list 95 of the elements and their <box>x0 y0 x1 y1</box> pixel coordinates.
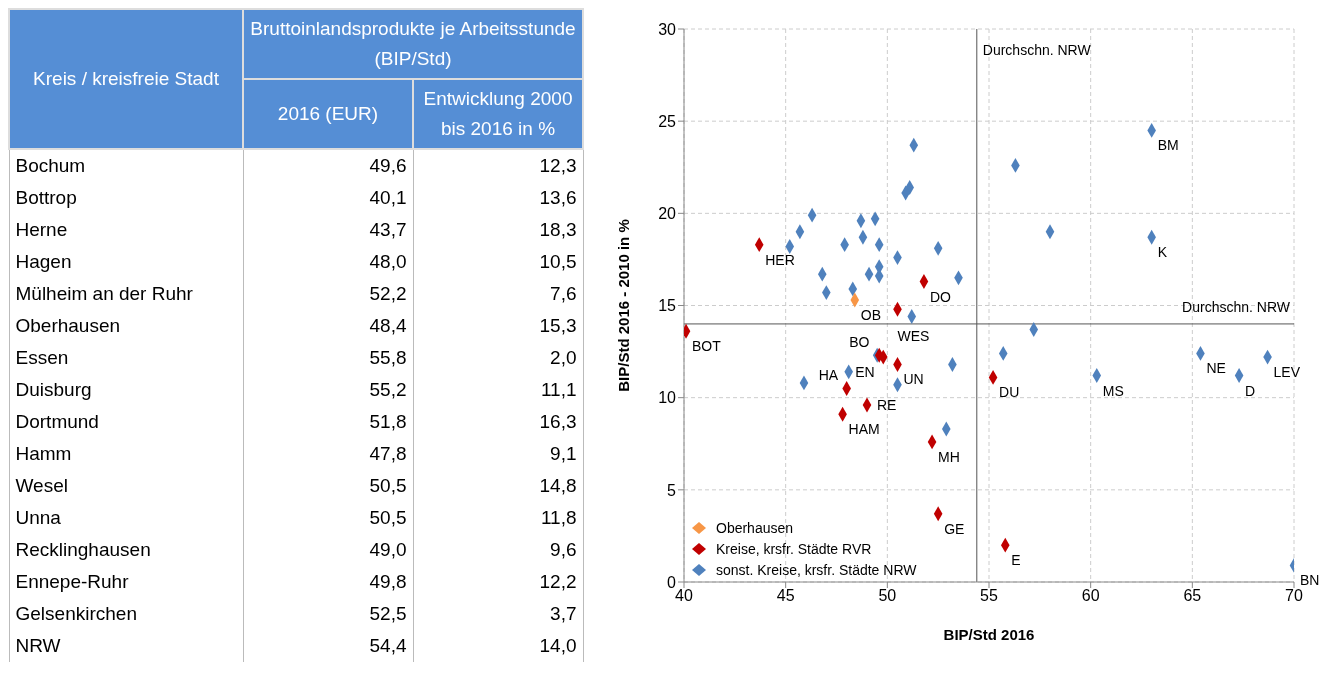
y-tick-label: 15 <box>658 297 677 315</box>
annotation: D <box>1245 382 1256 399</box>
y-tick-label: 20 <box>658 205 677 223</box>
y-tick-label: 5 <box>667 481 677 499</box>
category-label: Dortmund <box>9 406 243 438</box>
legend-label: sonst. Kreise, krsfr. Städte NRW <box>716 561 917 578</box>
annotation: E <box>1011 552 1021 569</box>
annotation: WES <box>897 328 930 345</box>
data-label: 2,0 <box>413 342 583 374</box>
data-label: 49,8 <box>243 566 413 598</box>
data-label: 54,4 <box>243 630 413 662</box>
category-label: Gelsenkirchen <box>9 598 243 630</box>
data-label: 52,2 <box>243 278 413 310</box>
data-label: 49,0 <box>243 534 413 566</box>
data-label: 11,8 <box>413 502 583 534</box>
legend-title: Bruttoinlandsprodukte je Arbeitsstunde (BIP/Std) <box>243 9 583 79</box>
y-tick-label: 25 <box>658 112 677 130</box>
x-tick-label: 40 <box>675 587 693 605</box>
category-label: Wesel <box>9 470 243 502</box>
category-label: Bottrop <box>9 182 243 214</box>
y-tick-label: 0 <box>667 573 677 591</box>
data-label: 40,1 <box>243 182 413 214</box>
annotation: MH <box>938 448 960 465</box>
data-label: 52,5 <box>243 598 413 630</box>
data-label: 15,3 <box>413 310 583 342</box>
annotation: GE <box>944 520 965 537</box>
data-label: 16,3 <box>413 406 583 438</box>
annotation: OB <box>860 306 882 323</box>
data-label: 48,4 <box>243 310 413 342</box>
x-tick-label: 50 <box>878 587 897 605</box>
ref-line-label: Durchschn. NRW <box>982 42 1092 58</box>
text: Entwicklung 2000 bis 2016 in % <box>413 79 583 149</box>
category-label: Oberhausen <box>9 310 243 342</box>
data-label: 10,5 <box>413 246 583 278</box>
data-label: 14,0 <box>413 630 583 662</box>
x-tick-label: 60 <box>1081 587 1100 605</box>
data-label: 3,7 <box>413 598 583 630</box>
x-tick-label: 55 <box>980 587 998 605</box>
x-axis-title: BIP/Std 2016 <box>943 626 1035 643</box>
annotation: LEV <box>1273 364 1301 381</box>
annotation: BN <box>1300 572 1320 589</box>
data-label: 51,8 <box>243 406 413 438</box>
category-label: NRW <box>9 630 243 662</box>
annotation: HER <box>765 251 795 268</box>
data-label: 12,2 <box>413 566 583 598</box>
category-label: Ennepe-Ruhr <box>9 566 243 598</box>
data-label: 12,3 <box>413 149 583 182</box>
data-label: 14,8 <box>413 470 583 502</box>
data-label: 48,0 <box>243 246 413 278</box>
y-axis-title: BIP/Std 2016 - 2010 in % <box>615 219 633 392</box>
annotation: UN <box>903 371 924 388</box>
category-label: Unna <box>9 502 243 534</box>
data-label: 55,8 <box>243 342 413 374</box>
y-tick-label: 10 <box>658 389 677 407</box>
legend-label: Oberhausen <box>716 519 794 536</box>
category-label: Duisburg <box>9 374 243 406</box>
data-label: 55,2 <box>243 374 413 406</box>
data-label: 9,6 <box>413 534 583 566</box>
data-label: 18,3 <box>413 214 583 246</box>
y-tick-label: 30 <box>658 20 677 38</box>
annotation: HAM <box>848 421 880 438</box>
annotation: RE <box>877 397 897 414</box>
annotation: NE <box>1206 360 1226 377</box>
annotation: MS <box>1102 382 1124 399</box>
category-label: Hagen <box>9 246 243 278</box>
category-label: Bochum <box>9 149 243 182</box>
data-label: 9,1 <box>413 438 583 470</box>
x-tick-label: 70 <box>1285 587 1303 605</box>
data-label: 47,8 <box>243 438 413 470</box>
category-label: Hamm <box>9 438 243 470</box>
data-label: 49,6 <box>243 149 413 182</box>
annotation: K <box>1157 244 1168 261</box>
category-label: Recklinghausen <box>9 534 243 566</box>
data-label: 7,6 <box>413 278 583 310</box>
x-tick-label: 65 <box>1183 587 1202 605</box>
data-label: 11,1 <box>413 374 583 406</box>
annotation: EN <box>855 364 875 381</box>
text: 2016 (EUR) <box>243 79 413 149</box>
annotation: BO <box>849 334 870 351</box>
category-label: Mülheim an der Ruhr <box>9 278 243 310</box>
annotation: DO <box>929 288 952 305</box>
annotation: BOT <box>692 338 722 355</box>
x-tick-label: 45 <box>776 587 795 605</box>
legend-label: Kreise, krsfr. Städte RVR <box>716 540 872 557</box>
data-label: 13,6 <box>413 182 583 214</box>
data-label: 50,5 <box>243 502 413 534</box>
data-label: 43,7 <box>243 214 413 246</box>
annotation: HA <box>818 367 839 384</box>
annotation: DU <box>999 384 1020 401</box>
category-label: Herne <box>9 214 243 246</box>
text: Kreis / kreisfreie Stadt <box>9 9 243 149</box>
data-label: 50,5 <box>243 470 413 502</box>
annotation: BM <box>1157 137 1179 154</box>
category-label: Essen <box>9 342 243 374</box>
ref-line-label: Durchschn. NRW <box>1182 298 1291 315</box>
